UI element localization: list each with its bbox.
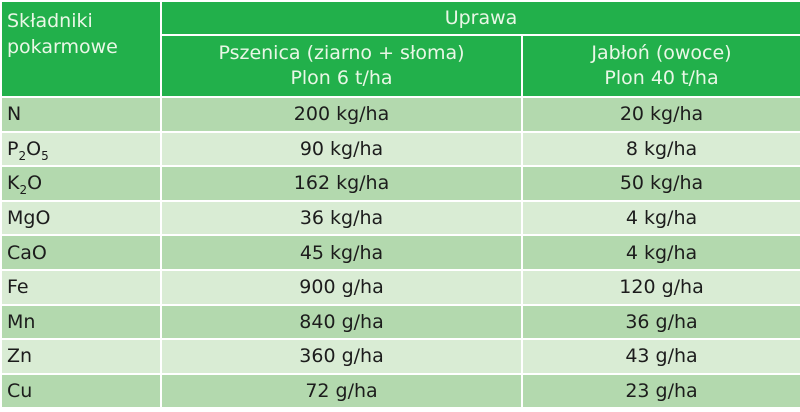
table-row: P2O5 90 kg/ha 8 kg/ha — [0, 130, 800, 168]
subscript: 5 — [41, 148, 49, 163]
header-wheat: Pszenica (ziarno + słoma) Plon 6 t/ha — [160, 34, 523, 98]
subscript: 2 — [19, 183, 28, 198]
nutrient-cell: Zn — [0, 338, 162, 375]
nutrient-symbol: Fe — [7, 276, 29, 299]
wheat-name: Pszenica (ziarno + słoma) — [218, 42, 465, 64]
nutrient-symbol: N — [7, 103, 22, 126]
table-row: K2O 162 kg/ha 50 kg/ha — [0, 165, 800, 202]
apple-value: 43 g/ha — [520, 338, 800, 375]
apple-value: 50 kg/ha — [520, 165, 800, 202]
header-apple: Jabłoń (owoce) Plon 40 t/ha — [520, 34, 800, 98]
apple-value: 4 kg/ha — [520, 199, 800, 237]
nutrient-symbol: P — [7, 137, 19, 160]
wheat-value: 72 g/ha — [160, 372, 523, 410]
apple-yield: Plon 40 t/ha — [604, 67, 719, 89]
wheat-value: 45 kg/ha — [160, 234, 523, 271]
nutrient-symbol: Mn — [7, 310, 36, 333]
nutrient-cell: CaO — [0, 234, 162, 271]
nutrient-cell: Mn — [0, 303, 162, 341]
nutrient-symbol: Zn — [7, 345, 33, 368]
wheat-value: 360 g/ha — [160, 338, 523, 375]
nutrient-cell: Fe — [0, 268, 162, 306]
wheat-value: 200 kg/ha — [160, 96, 523, 133]
header-crop: Uprawa — [159, 0, 800, 36]
wheat-value: 36 kg/ha — [160, 199, 523, 237]
header-nutrients: Składniki pokarmowe — [0, 0, 162, 98]
nutrient-symbol-part: O — [27, 172, 43, 195]
table-row: Cu 72 g/ha 23 g/ha — [0, 372, 800, 410]
nutrient-cell: K2O — [0, 165, 162, 202]
apple-value: 23 g/ha — [520, 372, 800, 410]
nutrient-cell: P2O5 — [0, 130, 162, 168]
nutrient-cell: N — [0, 96, 162, 133]
wheat-value: 900 g/ha — [160, 268, 523, 306]
nutrient-symbol: K — [7, 172, 20, 195]
nutrient-symbol-part: O — [26, 137, 42, 160]
apple-value: 120 g/ha — [520, 268, 800, 306]
apple-value: 36 g/ha — [520, 303, 800, 341]
table-row: Zn 360 g/ha 43 g/ha — [0, 338, 800, 375]
table-row: N 200 kg/ha 20 kg/ha — [0, 96, 800, 133]
apple-name: Jabłoń (owoce) — [591, 42, 732, 64]
nutrient-symbol: MgO — [7, 207, 51, 230]
table-row: Fe 900 g/ha 120 g/ha — [0, 268, 800, 306]
wheat-value: 90 kg/ha — [160, 130, 523, 168]
wheat-value: 840 g/ha — [160, 303, 523, 341]
table-row: MgO 36 kg/ha 4 kg/ha — [0, 199, 800, 237]
nutrient-cell: MgO — [0, 199, 162, 237]
nutrient-cell: Cu — [0, 372, 162, 410]
wheat-value: 162 kg/ha — [160, 165, 523, 202]
wheat-yield: Plon 6 t/ha — [290, 67, 393, 89]
apple-value: 20 kg/ha — [520, 96, 800, 133]
apple-value: 4 kg/ha — [520, 234, 800, 271]
subscript: 2 — [18, 148, 27, 163]
apple-value: 8 kg/ha — [520, 130, 800, 168]
table-row: Mn 840 g/ha 36 g/ha — [0, 303, 800, 341]
table-row: CaO 45 kg/ha 4 kg/ha — [0, 234, 800, 271]
nutrient-symbol: CaO — [7, 241, 47, 264]
nutrient-symbol: Cu — [7, 380, 33, 403]
